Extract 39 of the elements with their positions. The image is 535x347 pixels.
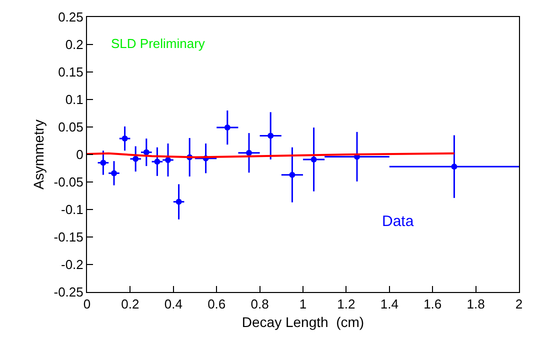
point bbox=[246, 150, 252, 156]
x-tick-label: 1.4 bbox=[380, 296, 398, 312]
x-tick-label: 0.6 bbox=[208, 296, 226, 312]
point bbox=[165, 157, 171, 163]
x-tick-label: 0.2 bbox=[121, 296, 140, 312]
point bbox=[289, 172, 296, 178]
y-tick-label: -0.1 bbox=[60, 202, 84, 218]
x-tick-label: 0.4 bbox=[164, 296, 182, 312]
point bbox=[154, 158, 160, 165]
point bbox=[122, 136, 128, 142]
point bbox=[100, 160, 106, 166]
y-tick-label: -0.2 bbox=[60, 257, 84, 272]
x-tick-label: 1.8 bbox=[466, 296, 485, 312]
y-tick-label: 0 bbox=[76, 147, 84, 162]
y-tick-label: 0.15 bbox=[58, 64, 84, 80]
y-tick-label: 0.2 bbox=[65, 37, 84, 52]
y-tick-label: 0.1 bbox=[65, 92, 84, 108]
point bbox=[176, 198, 182, 205]
y-tick-label: 0.05 bbox=[58, 120, 84, 135]
point bbox=[111, 170, 117, 176]
x-tick-label: 1.2 bbox=[337, 296, 356, 312]
point bbox=[310, 156, 317, 162]
annotation: SLD Preliminary bbox=[111, 36, 206, 51]
x-tick-label: 2 bbox=[515, 296, 523, 312]
point bbox=[132, 156, 139, 162]
point bbox=[451, 164, 458, 170]
y-tick-label: -0.25 bbox=[54, 284, 84, 300]
x-tick-label: 0.8 bbox=[250, 296, 269, 312]
y-tick-label: 0.25 bbox=[58, 10, 84, 25]
x-tick-label: 1.6 bbox=[424, 296, 442, 312]
y-tick-label: -0.05 bbox=[54, 174, 84, 190]
point bbox=[143, 149, 150, 156]
x-tick-label: 1 bbox=[299, 296, 307, 312]
y-tick-label: -0.15 bbox=[54, 230, 84, 245]
text: Data bbox=[382, 213, 414, 230]
x-axis-title: Decay Length (cm) bbox=[242, 314, 364, 330]
point bbox=[224, 124, 230, 131]
y-axis-title: Asymmetry bbox=[30, 120, 46, 190]
point bbox=[268, 132, 274, 139]
